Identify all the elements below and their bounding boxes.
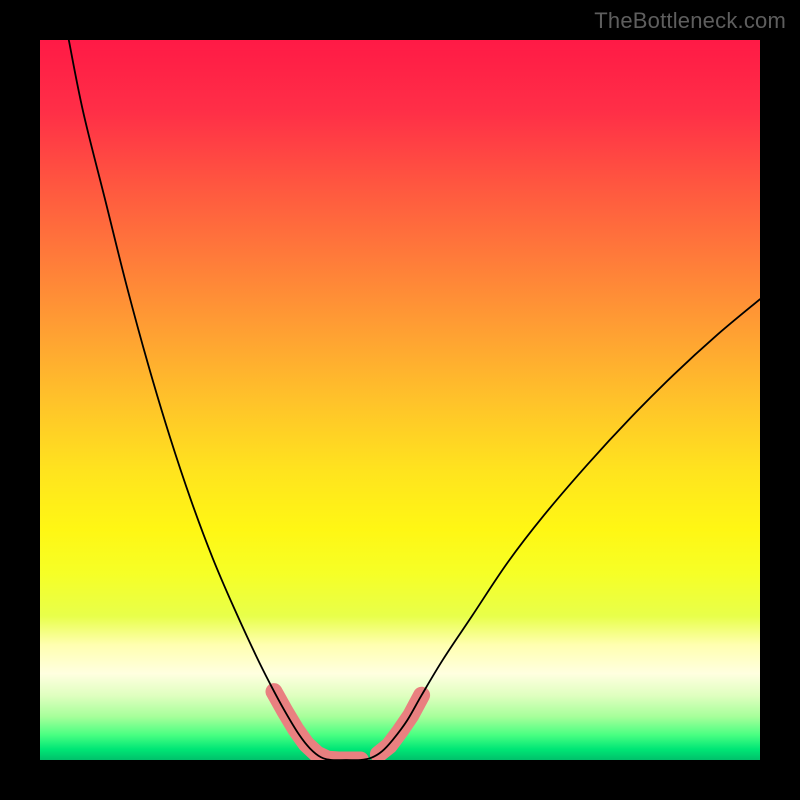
watermark-text: TheBottleneck.com <box>594 8 786 34</box>
bottleneck-curve <box>69 40 760 760</box>
plot-area <box>40 40 760 760</box>
highlight-segment <box>274 692 360 760</box>
chart-frame: TheBottleneck.com <box>0 0 800 800</box>
curve-layer <box>40 40 760 760</box>
highlight-markers <box>274 692 422 760</box>
highlight-segment <box>378 695 421 754</box>
